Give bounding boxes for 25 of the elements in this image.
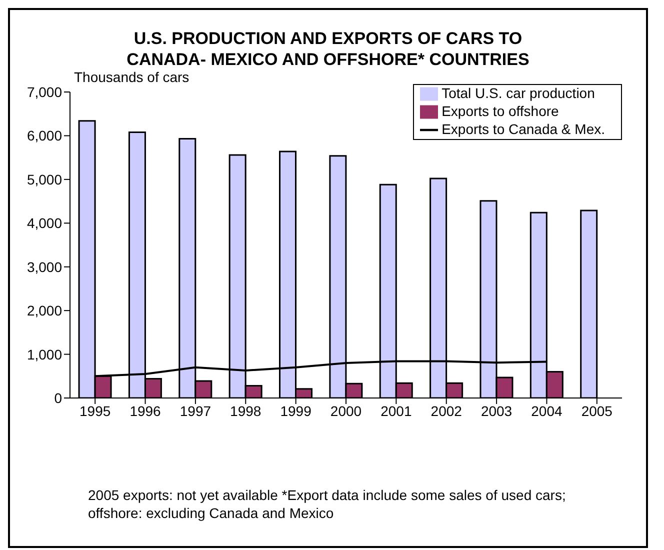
x-tick-label: 1999 [280,402,312,419]
x-tick-label: 2001 [380,402,412,419]
y-tick-label: 1,000 [26,346,62,362]
y-tick-label: 6,000 [26,128,62,144]
x-tick-label: 2005 [581,402,613,419]
y-tick-label: 3,000 [26,258,62,275]
chart-title: U.S. PRODUCTION AND EXPORTS OF CARS TO CANADA- MEXICO AND OFFSHORE* COUNTRIES [126,28,530,70]
legend-label: Total U.S. car production [442,85,595,102]
x-tick-label: 1998 [230,402,262,419]
x-tick-label: 2000 [330,402,362,419]
y-tick-label: 0 [54,390,62,406]
x-tick-label: 2002 [430,402,462,419]
y-tick-label: 5,000 [26,171,62,188]
y-tick-label: 7,000 [26,84,62,100]
x-tick-label: 1995 [80,402,111,419]
x-tick-label: 2003 [480,402,512,419]
y-tick-label: 4,000 [26,215,62,232]
legend-label: Exports to offshore [442,103,559,120]
legend-label: Exports to Canada & Mex. [442,121,605,138]
text: 2005 exports: not yet available *Export data include some sales of used cars; offshore: excluding Canada and Mexico [88,486,567,522]
y-axis-title: Thousands of cars [74,69,190,85]
y-tick-label: 2,000 [26,302,62,319]
x-tick-label: 1997 [180,402,212,419]
x-tick-label: 1996 [130,402,162,419]
x-tick-label: 2004 [531,402,563,419]
